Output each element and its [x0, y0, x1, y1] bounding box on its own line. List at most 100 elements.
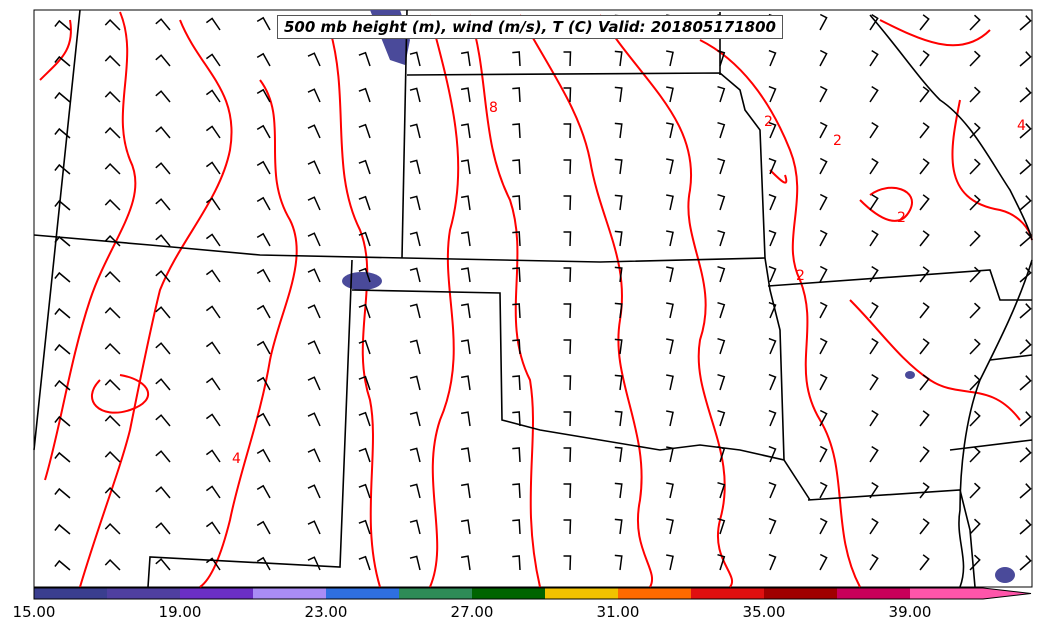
wind-barb	[819, 157, 828, 175]
wind-barb	[155, 522, 171, 535]
wind-barb	[717, 49, 726, 67]
wind-barb	[155, 90, 171, 103]
wind-barb	[307, 196, 321, 211]
wind-barb	[717, 517, 726, 535]
wind-barb	[155, 126, 171, 139]
wind-barb	[666, 50, 674, 67]
wind-barb	[256, 52, 271, 67]
wind-barb	[969, 482, 981, 499]
contour-label: 8	[489, 100, 498, 116]
wind-barb	[869, 553, 879, 571]
wind-barb	[1019, 375, 1032, 391]
wind-barb	[104, 415, 121, 427]
wind-barb	[358, 483, 371, 499]
wind-barb	[409, 519, 421, 535]
wind-barb	[666, 122, 674, 139]
wind-barb	[1019, 411, 1032, 427]
colorbar-tick-label: 27.00	[450, 603, 494, 621]
wind-barb	[155, 486, 171, 499]
wind-barb	[1019, 159, 1032, 175]
wind-barb	[54, 235, 71, 247]
wind-barb	[969, 374, 981, 391]
wind-barb	[358, 339, 371, 355]
wind-barb	[768, 157, 777, 175]
colorbar-tick-label: 39.00	[888, 603, 932, 621]
wind-barb	[104, 55, 121, 67]
wind-barb	[512, 447, 521, 463]
wind-barb	[104, 559, 121, 571]
wind-barb	[1019, 87, 1032, 103]
wind-barb	[869, 121, 879, 139]
wind-barb	[460, 87, 471, 103]
wind-barb	[563, 267, 572, 283]
wind-barb	[307, 556, 321, 571]
wind-barb	[614, 230, 623, 247]
wind-barb	[969, 554, 981, 571]
state-borders	[33, 9, 1033, 588]
wind-barb	[819, 13, 828, 31]
wind-barb	[969, 50, 981, 67]
wind-barb	[717, 157, 726, 175]
wind-barb	[104, 163, 121, 175]
wind-barb	[307, 124, 321, 139]
wind-barb	[409, 87, 421, 103]
wind-barb	[869, 49, 879, 67]
wind-barb	[666, 482, 674, 499]
wind-barb	[155, 414, 171, 427]
wind-barb	[919, 230, 930, 247]
wind-barb	[1019, 303, 1032, 319]
wind-barb	[460, 339, 471, 355]
colorbar-segment	[545, 588, 619, 599]
wind-barb	[409, 303, 421, 319]
contour-label: 2	[764, 114, 773, 130]
wind-barb	[256, 124, 271, 139]
wind-barb	[512, 231, 521, 247]
wind-barb	[512, 159, 521, 175]
wind-barb	[819, 445, 828, 463]
wind-barb	[563, 447, 572, 463]
wind-barb	[512, 483, 521, 499]
wind-barb	[919, 302, 930, 319]
wind-barb	[155, 198, 171, 211]
wind-barb	[409, 195, 421, 211]
wind-barb	[919, 14, 930, 31]
wind-barb	[104, 127, 121, 139]
contour-label: 2	[897, 210, 906, 226]
colorbar-extend-arrow	[983, 588, 1031, 599]
wind-barb	[256, 376, 271, 391]
wind-barb	[256, 160, 271, 175]
wind-barb	[409, 375, 421, 391]
colorbar-segment	[691, 588, 765, 599]
wind-barb	[919, 86, 930, 103]
wind-barb	[104, 91, 121, 103]
wind-barb	[512, 267, 521, 283]
wind-barb	[717, 553, 726, 571]
wind-barb	[614, 554, 623, 571]
wind-barb	[409, 159, 421, 175]
wind-barb	[563, 87, 572, 103]
wind-barb	[717, 121, 726, 139]
wind-barb	[869, 265, 879, 283]
wind-barb	[768, 481, 777, 499]
wind-barb	[819, 373, 828, 391]
wind-barb	[256, 556, 271, 571]
contour-labels: 8 2 2 2 2 4 4	[232, 100, 1026, 467]
wind-barb	[256, 268, 271, 283]
wind-barb	[919, 518, 930, 535]
wind-barb	[819, 121, 828, 139]
wind-barb	[460, 159, 471, 175]
wind-barb	[358, 303, 371, 319]
wind-barb	[768, 337, 777, 355]
contour-label: 2	[833, 133, 842, 149]
wind-barb	[358, 87, 371, 103]
wind-barb	[768, 445, 777, 463]
wind-barb	[54, 523, 71, 535]
wind-barb	[1019, 195, 1032, 211]
wind-barb	[768, 121, 777, 139]
wind-barb	[54, 343, 71, 355]
wind-barb	[919, 554, 930, 571]
wind-barb	[969, 194, 981, 211]
wind-barb	[717, 229, 726, 247]
wind-barb	[919, 194, 930, 211]
wind-barb	[563, 303, 572, 319]
